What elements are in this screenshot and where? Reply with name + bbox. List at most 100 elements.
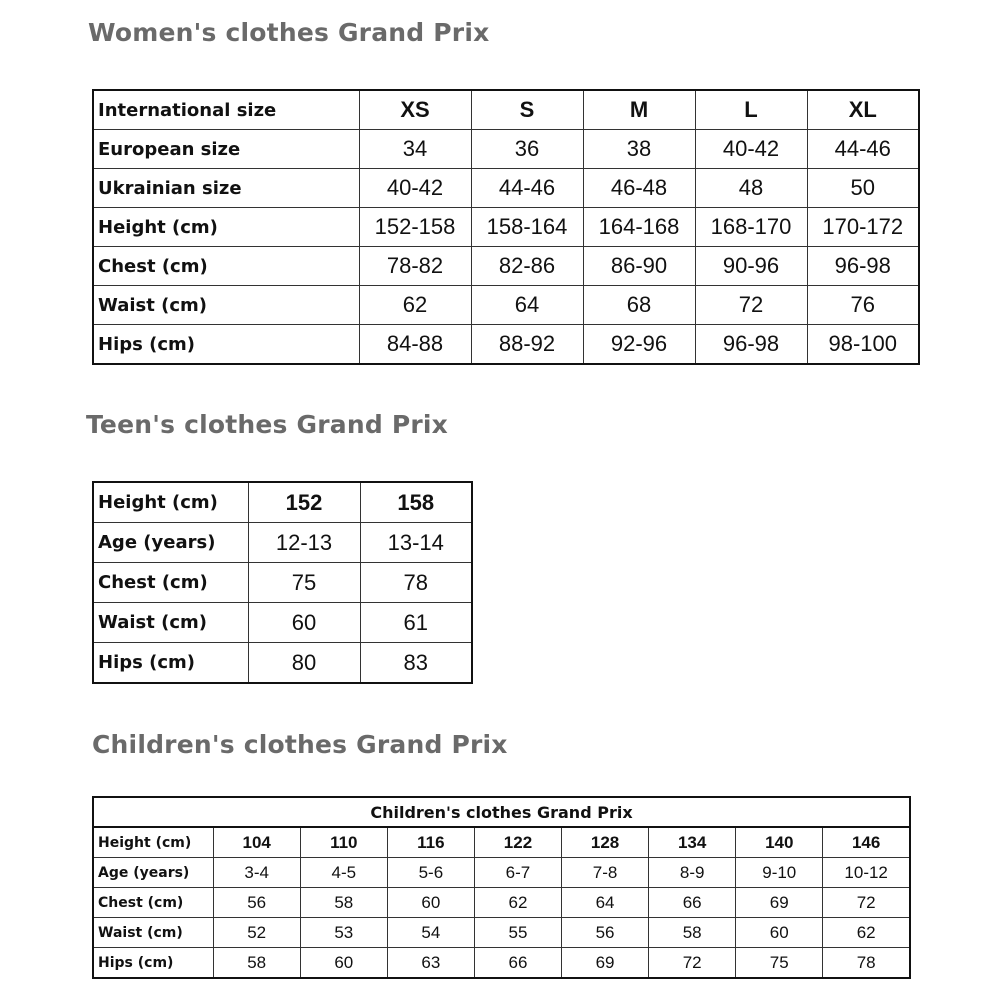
table-cell: M: [582, 89, 696, 130]
table-cell: 78-82: [358, 246, 472, 286]
table-cell: 92-96: [582, 324, 696, 365]
row-label: Age (years): [92, 857, 214, 888]
table-cell: 60: [247, 602, 361, 643]
table-cell: 58: [648, 917, 737, 948]
table-cell: 50: [806, 168, 920, 208]
table-cell: 170-172: [806, 207, 920, 247]
table-cell: 66: [648, 887, 737, 918]
table-cell: 69: [561, 947, 650, 979]
table-row: Chest (cm) 78-82 82-86 86-90 90-96 96-98: [92, 246, 920, 286]
row-label: Ukrainian size: [92, 168, 360, 208]
table-cell: 13-14: [359, 522, 473, 563]
table-cell: 62: [358, 285, 472, 325]
table-cell: 4-5: [299, 857, 388, 888]
table-cell: 64: [561, 887, 650, 918]
row-label: International size: [92, 89, 360, 130]
table-cell: 6-7: [473, 857, 563, 888]
table-cell: XS: [358, 89, 472, 130]
table-cell: 60: [735, 917, 824, 948]
table-row: Chest (cm) 56 58 60 62 64 66 69 72: [92, 887, 911, 918]
row-label: Chest (cm): [92, 562, 249, 603]
table-cell: 134: [648, 826, 737, 858]
table-cell: 40-42: [694, 129, 808, 169]
childrens-title: Children's clothes Grand Prix: [92, 730, 508, 759]
table-cell: 84-88: [358, 324, 472, 365]
table-row: Hips (cm) 58 60 63 66 69 72 75 78: [92, 947, 911, 979]
table-cell: 40-42: [358, 168, 472, 208]
table-cell: 63: [386, 947, 475, 979]
table-cell: 44-46: [806, 129, 920, 169]
table-cell: 48: [694, 168, 808, 208]
table-caption: Children's clothes Grand Prix: [92, 796, 911, 828]
table-cell: 75: [735, 947, 824, 979]
womens-size-table: International size XS S M L XL European size 34…: [92, 89, 920, 365]
table-row: Height (cm) 104 110 116 122 128 134 140 146: [92, 826, 911, 858]
table-cell: 62: [822, 917, 911, 948]
table-cell: 9-10: [735, 857, 824, 888]
row-label: European size: [92, 129, 360, 169]
table-cell: 61: [359, 602, 473, 643]
table-cell: 8-9: [648, 857, 737, 888]
table-cell: 60: [386, 887, 475, 918]
table-cell: 54: [386, 917, 475, 948]
table-cell: 78: [822, 947, 911, 979]
table-cell: 12-13: [247, 522, 361, 563]
row-label: Waist (cm): [92, 917, 214, 948]
table-cell: 140: [735, 826, 824, 858]
table-cell: 83: [359, 642, 473, 684]
table-cell: 158: [359, 481, 473, 523]
row-label: Height (cm): [92, 826, 214, 858]
table-cell: 122: [473, 826, 563, 858]
table-row: Height (cm) 152-158 158-164 164-168 168-170 1…: [92, 207, 920, 247]
table-cell: 80: [247, 642, 361, 684]
table-cell: 72: [822, 887, 911, 918]
table-cell: 60: [299, 947, 388, 979]
table-row: Height (cm) 152 158: [92, 481, 473, 523]
womens-title: Women's clothes Grand Prix: [88, 18, 490, 47]
table-cell: 72: [648, 947, 737, 979]
table-cell: 56: [561, 917, 650, 948]
row-label: Hips (cm): [92, 324, 360, 365]
table-cell: 168-170: [694, 207, 808, 247]
table-cell: 58: [212, 947, 301, 979]
table-row: Waist (cm) 52 53 54 55 56 58 60 62: [92, 917, 911, 948]
row-label: Height (cm): [92, 207, 360, 247]
row-label: Chest (cm): [92, 887, 214, 918]
table-cell: XL: [806, 89, 920, 130]
table-cell: 62: [473, 887, 563, 918]
table-cell: 76: [806, 285, 920, 325]
table-cell: 34: [358, 129, 472, 169]
row-label: Waist (cm): [92, 285, 360, 325]
table-cell: 96-98: [806, 246, 920, 286]
table-cell: 86-90: [582, 246, 696, 286]
teens-size-table: Height (cm) 152 158 Age (years) 12-13 13-14 Ch…: [92, 481, 473, 684]
childrens-size-table: Children's clothes Grand Prix Height (cm)…: [92, 796, 911, 979]
table-cell: 104: [212, 826, 301, 858]
table-row: Age (years) 12-13 13-14: [92, 522, 473, 563]
table-row: Chest (cm) 75 78: [92, 562, 473, 603]
table-cell: 52: [212, 917, 301, 948]
table-cell: 46-48: [582, 168, 696, 208]
table-row: Ukrainian size 40-42 44-46 46-48 48 50: [92, 168, 920, 208]
table-cell: 56: [212, 887, 301, 918]
table-cell: 128: [561, 826, 650, 858]
row-label: Chest (cm): [92, 246, 360, 286]
table-cell: 90-96: [694, 246, 808, 286]
table-row: International size XS S M L XL: [92, 89, 920, 130]
table-row: Hips (cm) 84-88 88-92 92-96 96-98 98-100: [92, 324, 920, 365]
row-label: Hips (cm): [92, 642, 249, 684]
row-label: Age (years): [92, 522, 249, 563]
teens-title: Teen's clothes Grand Prix: [86, 410, 448, 439]
table-cell: 78: [359, 562, 473, 603]
table-cell: 116: [386, 826, 475, 858]
table-row: Hips (cm) 80 83: [92, 642, 473, 684]
table-cell: 53: [299, 917, 388, 948]
table-cell: 58: [299, 887, 388, 918]
row-label: Waist (cm): [92, 602, 249, 643]
table-cell: 68: [582, 285, 696, 325]
table-row: Waist (cm) 60 61: [92, 602, 473, 643]
table-cell: 38: [582, 129, 696, 169]
row-label: Hips (cm): [92, 947, 214, 979]
table-cell: 146: [822, 826, 911, 858]
table-cell: 72: [694, 285, 808, 325]
